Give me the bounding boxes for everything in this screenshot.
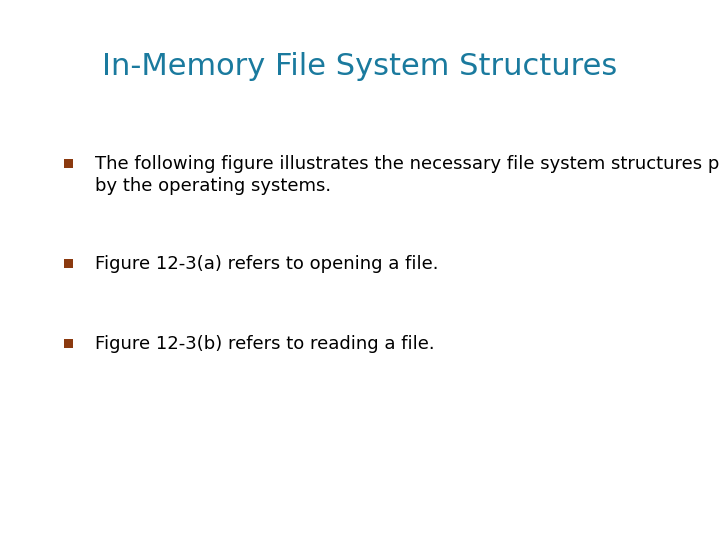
Bar	[63, 159, 73, 167]
Bar	[63, 339, 73, 348]
Bar	[63, 259, 73, 267]
Text: In-Memory File System Structures: In-Memory File System Structures	[102, 52, 618, 81]
Text: The following figure illustrates the necessary file system structures provided: The following figure illustrates the nec…	[95, 155, 720, 173]
Text: Figure 12-3(a) refers to opening a file.: Figure 12-3(a) refers to opening a file.	[95, 255, 438, 273]
Text: by the operating systems.: by the operating systems.	[95, 177, 331, 195]
Text: Figure 12-3(b) refers to reading a file.: Figure 12-3(b) refers to reading a file.	[95, 335, 435, 353]
